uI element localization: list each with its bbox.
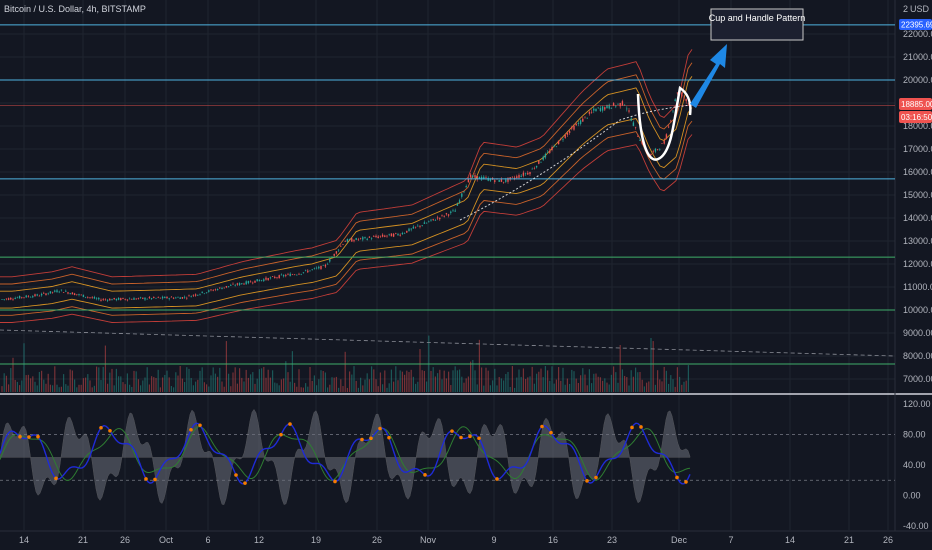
time-tick: 21 [844, 535, 854, 545]
price-tick: 11000.00 [903, 282, 932, 292]
time-tick: Oct [159, 535, 174, 545]
oscillator-tick: -40.00 [903, 521, 929, 531]
time-tick: Dec [671, 535, 688, 545]
price-tick: 7000.00 [903, 374, 932, 384]
time-tick: 12 [254, 535, 264, 545]
time-tick: 23 [607, 535, 617, 545]
price-tick: 20000.00 [903, 75, 932, 85]
grid [0, 0, 932, 532]
oscillator-tick: 0.00 [903, 491, 921, 501]
symbol-title: Bitcoin / U.S. Dollar, 4h, BITSTAMP [4, 4, 146, 14]
time-tick: 19 [311, 535, 321, 545]
price-tick: 8000.00 [903, 351, 932, 361]
envelope-bands [0, 49, 693, 323]
time-tick: 21 [78, 535, 88, 545]
price-tick: 16000.00 [903, 167, 932, 177]
oscillator-tick: 120.00 [903, 399, 931, 409]
time-tick: 26 [120, 535, 130, 545]
countdown-text: 03:16:50 [901, 113, 932, 122]
price-tick: 21000.00 [903, 52, 932, 62]
cup-drawing [459, 85, 692, 221]
axis-top-label: 2 [903, 4, 908, 14]
current-price-text: 18885.00 [901, 100, 932, 109]
time-tick: 9 [491, 535, 496, 545]
candles [1, 88, 690, 303]
annotation-box[interactable]: Cup and Handle Pattern [709, 8, 806, 41]
arrow-icon [690, 44, 727, 108]
horizontal-lines [0, 24, 896, 365]
price-tick: 12000.00 [903, 259, 932, 269]
time-tick: 26 [372, 535, 382, 545]
price-tick: 18000.00 [903, 121, 932, 131]
target-price-badge: 22395.69 [899, 19, 932, 30]
target-price-text: 22395.69 [901, 21, 932, 30]
price-tick: 13000.00 [903, 236, 932, 246]
price-tick: 9000.00 [903, 328, 932, 338]
price-tick: 10000.00 [903, 305, 932, 315]
price-tick: 17000.00 [903, 144, 932, 154]
annotation-label: Cup and Handle Pattern [709, 13, 806, 23]
time-tick: 7 [728, 535, 733, 545]
time-tick: 14 [785, 535, 795, 545]
currency-label: USD [910, 4, 930, 14]
price-tick: 14000.00 [903, 213, 932, 223]
price-tick: 15000.00 [903, 190, 932, 200]
volume-bars [1, 335, 689, 392]
oscillator-pane [0, 408, 895, 505]
time-tick: 6 [205, 535, 210, 545]
countdown-badge: 03:16:50 [899, 111, 932, 123]
time-tick: 14 [19, 535, 29, 545]
price-tick: 22000.00 [903, 29, 932, 39]
oscillator-tick: 80.00 [903, 430, 926, 440]
time-tick: Nov [420, 535, 437, 545]
time-tick: 26 [883, 535, 893, 545]
current-price-badge: 18885.00 [899, 98, 932, 110]
oscillator-tick: 40.00 [903, 460, 926, 470]
time-tick: 16 [548, 535, 558, 545]
